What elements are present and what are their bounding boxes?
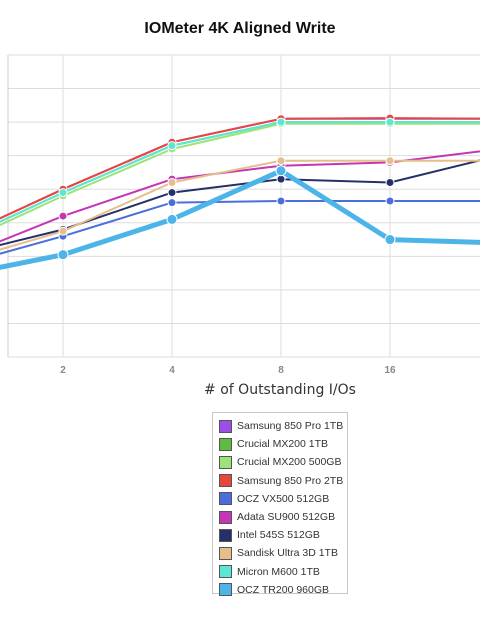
data-point — [385, 178, 395, 188]
series-line — [0, 159, 480, 247]
series-lines — [0, 113, 480, 270]
data-point — [384, 234, 396, 246]
legend-item: Micron M600 1TB — [219, 563, 347, 581]
legend-label: Crucial MX200 500GB — [237, 456, 342, 469]
legend: Samsung 850 Pro 1TB Crucial MX200 1TB Cruc… — [212, 412, 348, 597]
legend-item: Samsung 850 Pro 1TB — [219, 417, 347, 435]
data-point — [385, 196, 395, 206]
data-point — [276, 156, 286, 166]
legend-label: Samsung 850 Pro 1TB — [237, 420, 344, 433]
series-ocz-tr200-960gb — [0, 165, 480, 270]
legend-swatch — [219, 492, 232, 506]
chart-title: IOMeter 4K Aligned Write — [144, 20, 336, 37]
series-micron-m600-1tb — [0, 117, 480, 223]
legend-item: OCZ VX500 512GB — [219, 490, 347, 508]
data-point — [57, 249, 69, 261]
legend-label: Intel 545S 512GB — [237, 529, 320, 542]
x-axis-label: # of Outstanding I/Os — [204, 382, 356, 398]
data-point — [167, 198, 177, 208]
legend-swatch — [219, 510, 232, 524]
legend-swatch — [219, 474, 232, 488]
series-adata-su900-512gb — [0, 150, 480, 243]
legend-label: OCZ VX500 512GB — [237, 492, 330, 505]
legend-item: Crucial MX200 1TB — [219, 435, 347, 453]
grid — [7, 54, 480, 358]
legend-label: Crucial MX200 1TB — [237, 438, 329, 451]
legend-label: Samsung 850 Pro 2TB — [237, 474, 344, 487]
series-line — [0, 121, 480, 223]
series-line — [0, 117, 480, 220]
legend-swatch — [219, 565, 232, 579]
series-line — [0, 150, 480, 243]
data-point — [167, 141, 177, 151]
data-point — [276, 117, 286, 127]
series-line — [0, 159, 480, 251]
series-ocz-vx500-512gb — [0, 196, 480, 255]
legend-label: OCZ TR200 960GB — [237, 583, 330, 596]
legend-swatch — [219, 437, 232, 451]
series-line — [0, 117, 480, 220]
legend-swatch — [219, 528, 232, 542]
series-crucial-mx200-1tb — [0, 117, 480, 223]
x-tick-label: 16 — [384, 365, 396, 376]
legend-item: Samsung 850 Pro 2TB — [219, 472, 347, 490]
series-line — [0, 122, 480, 227]
data-point — [275, 165, 287, 177]
legend-swatch — [219, 419, 232, 433]
series-sandisk-ultra-3d-1tb — [0, 156, 480, 251]
legend-item: OCZ TR200 960GB — [219, 581, 347, 599]
legend-item: Intel 545S 512GB — [219, 526, 347, 544]
legend-item: Sandisk Ultra 3D 1TB — [219, 544, 347, 562]
legend-swatch — [219, 546, 232, 560]
series-line — [0, 200, 480, 255]
x-tick-labels: 2 4 8 16 — [60, 365, 396, 376]
legend-swatch — [219, 583, 232, 597]
data-point — [276, 174, 286, 184]
data-point — [166, 213, 178, 225]
data-point — [276, 196, 286, 206]
x-tick-label: 4 — [169, 365, 175, 376]
data-point — [58, 188, 68, 198]
legend-item: Adata SU900 512GB — [219, 508, 347, 526]
legend-label: Micron M600 1TB — [237, 565, 320, 578]
legend-label: Adata SU900 512GB — [237, 511, 336, 524]
data-point — [385, 156, 395, 166]
legend-swatch — [219, 455, 232, 469]
data-point — [58, 226, 68, 236]
data-point — [167, 178, 177, 188]
series-line — [0, 121, 480, 223]
x-tick-label: 8 — [278, 365, 284, 376]
legend-item: Crucial MX200 500GB — [219, 453, 347, 471]
data-point — [167, 188, 177, 198]
series-line — [0, 168, 480, 270]
legend-label: Sandisk Ultra 3D 1TB — [237, 547, 338, 560]
data-point — [385, 117, 395, 127]
x-tick-label: 2 — [60, 365, 66, 376]
data-point — [58, 211, 68, 221]
